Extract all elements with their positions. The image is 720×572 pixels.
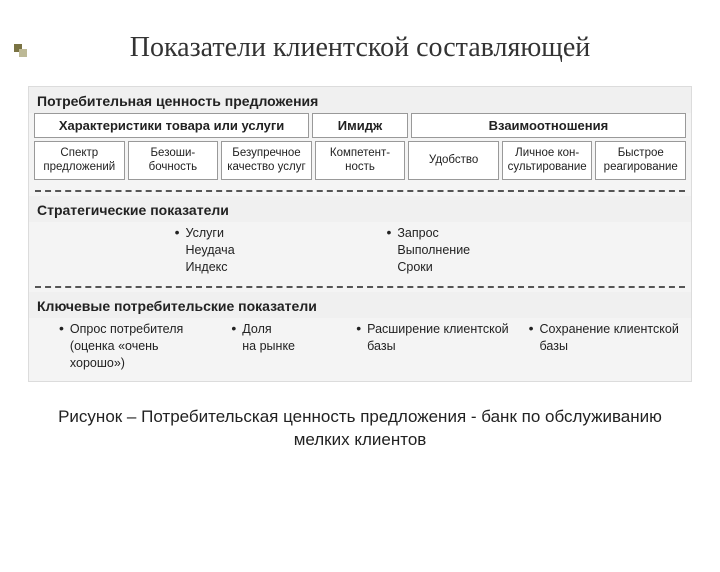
bullet-dot-icon: • xyxy=(356,321,361,336)
bullet-text: Опрос потребителя (оценка «очень хорошо»… xyxy=(70,321,213,372)
section3-title: Ключевые потребительские показатели xyxy=(29,292,691,318)
bullet-text: Расширение клиентской базы xyxy=(367,321,510,355)
bullet-dot-icon: • xyxy=(231,321,236,336)
bullet-dot-icon: • xyxy=(175,225,180,240)
diagram-container: Потребительная ценность предложения Хара… xyxy=(28,86,692,382)
bullet-dot-icon: • xyxy=(59,321,64,336)
section2-title: Стратегические показатели xyxy=(29,196,691,222)
bullet-item: • Опрос потребителя (оценка «очень хорош… xyxy=(59,321,213,372)
attr-cell: Безупречное качество услуг xyxy=(221,141,312,180)
bullet-item: • Расширение клиентской базы xyxy=(356,321,510,372)
attr-cell: Удобство xyxy=(408,141,499,180)
group-relations: Взаимоотношения xyxy=(411,113,686,138)
bullet-text: Сохранение клиентской базы xyxy=(540,321,683,355)
page-title: Показатели клиентской составляющей xyxy=(0,32,720,64)
separator-1 xyxy=(35,190,685,192)
corner-decoration xyxy=(14,44,28,58)
attr-cell: Компетент-ность xyxy=(315,141,406,180)
bullet-dot-icon: • xyxy=(386,225,391,240)
bullet-item: • Сохранение клиентской базы xyxy=(529,321,683,372)
group-characteristics: Характеристики товара или услуги xyxy=(34,113,309,138)
attributes-row: Спектр предложений Безоши-бочность Безуп… xyxy=(29,141,691,186)
group-image: Имидж xyxy=(312,113,408,138)
bullet-dot-icon: • xyxy=(529,321,534,336)
attr-cell: Спектр предложений xyxy=(34,141,125,180)
section1-title: Потребительная ценность предложения xyxy=(29,87,691,113)
section3-bullets: • Опрос потребителя (оценка «очень хорош… xyxy=(29,318,691,382)
bullet-item: • Услуги Неудача Индекс xyxy=(175,225,235,276)
attr-cell: Личное кон-сультирование xyxy=(502,141,593,180)
attr-cell: Безоши-бочность xyxy=(128,141,219,180)
bullet-text: Доля на рынке xyxy=(242,321,295,355)
attr-cell: Быстрое реагирование xyxy=(595,141,686,180)
section2-bullets: • Услуги Неудача Индекс • Запрос Выполне… xyxy=(29,222,691,282)
group-row: Характеристики товара или услуги Имидж В… xyxy=(29,113,691,141)
bullet-item: • Запрос Выполнение Сроки xyxy=(386,225,470,276)
bullet-text: Услуги Неудача Индекс xyxy=(186,225,235,276)
bullet-item: • Доля на рынке xyxy=(231,321,295,372)
bullet-text: Запрос Выполнение Сроки xyxy=(397,225,470,276)
figure-caption: Рисунок – Потребительская ценность предл… xyxy=(50,406,670,452)
separator-2 xyxy=(35,286,685,288)
